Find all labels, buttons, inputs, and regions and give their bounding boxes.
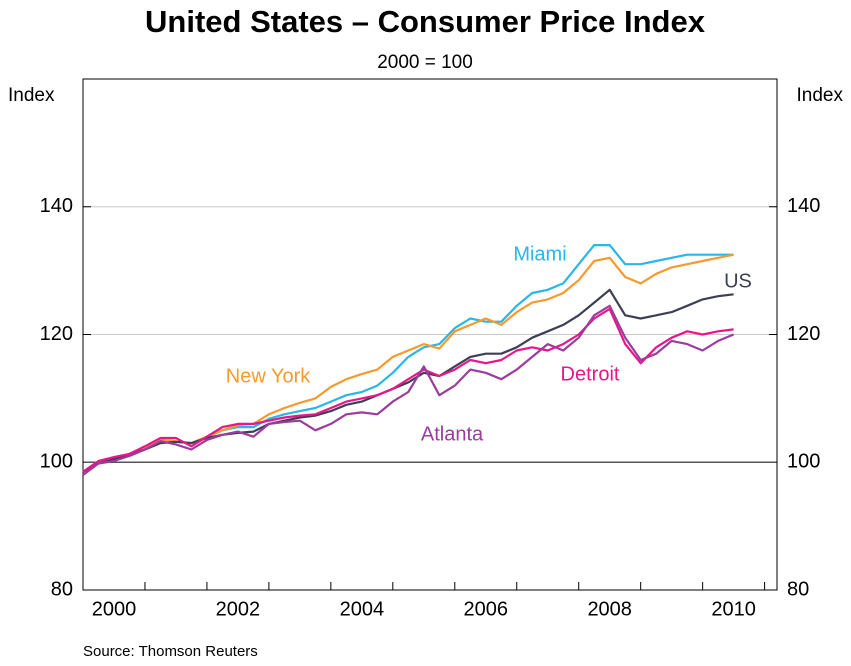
y2-tick-label: 120 xyxy=(787,323,820,345)
plot-frame xyxy=(82,78,778,591)
series-label: US xyxy=(724,270,752,292)
series-line xyxy=(82,307,734,473)
y2-tick-label: 100 xyxy=(787,451,820,473)
chart-subtitle: 2000 = 100 xyxy=(377,52,473,73)
y-tick-label: 120 xyxy=(40,323,73,345)
y-tick-label: 80 xyxy=(51,578,73,600)
x-tick-label: 2002 xyxy=(216,598,261,620)
chart-title: United States – Consumer Price Index xyxy=(145,4,706,39)
x-tick-label: 2008 xyxy=(587,598,632,620)
y-tick-label: 100 xyxy=(40,451,73,473)
y-axis-label: Index xyxy=(8,85,55,106)
series-label: Atlanta xyxy=(421,423,484,445)
x-tick-label: 2010 xyxy=(711,598,756,620)
x-tick-label: 2006 xyxy=(464,598,509,620)
series-line xyxy=(82,304,735,476)
y-tick-label: 140 xyxy=(40,195,73,217)
source-note: Source: Thomson Reuters xyxy=(83,643,258,660)
y2-axis-label: Index xyxy=(797,85,844,106)
x-tick-label: 2004 xyxy=(340,598,385,620)
x-tick-label: 2000 xyxy=(92,598,137,620)
series-label: Detroit xyxy=(561,363,620,385)
y2-tick-label: 140 xyxy=(787,195,820,217)
y2-tick-label: 80 xyxy=(787,578,809,600)
series-label: New York xyxy=(226,365,311,387)
series-line xyxy=(82,288,734,473)
series-line xyxy=(82,253,734,473)
series-label: Miami xyxy=(513,243,566,265)
